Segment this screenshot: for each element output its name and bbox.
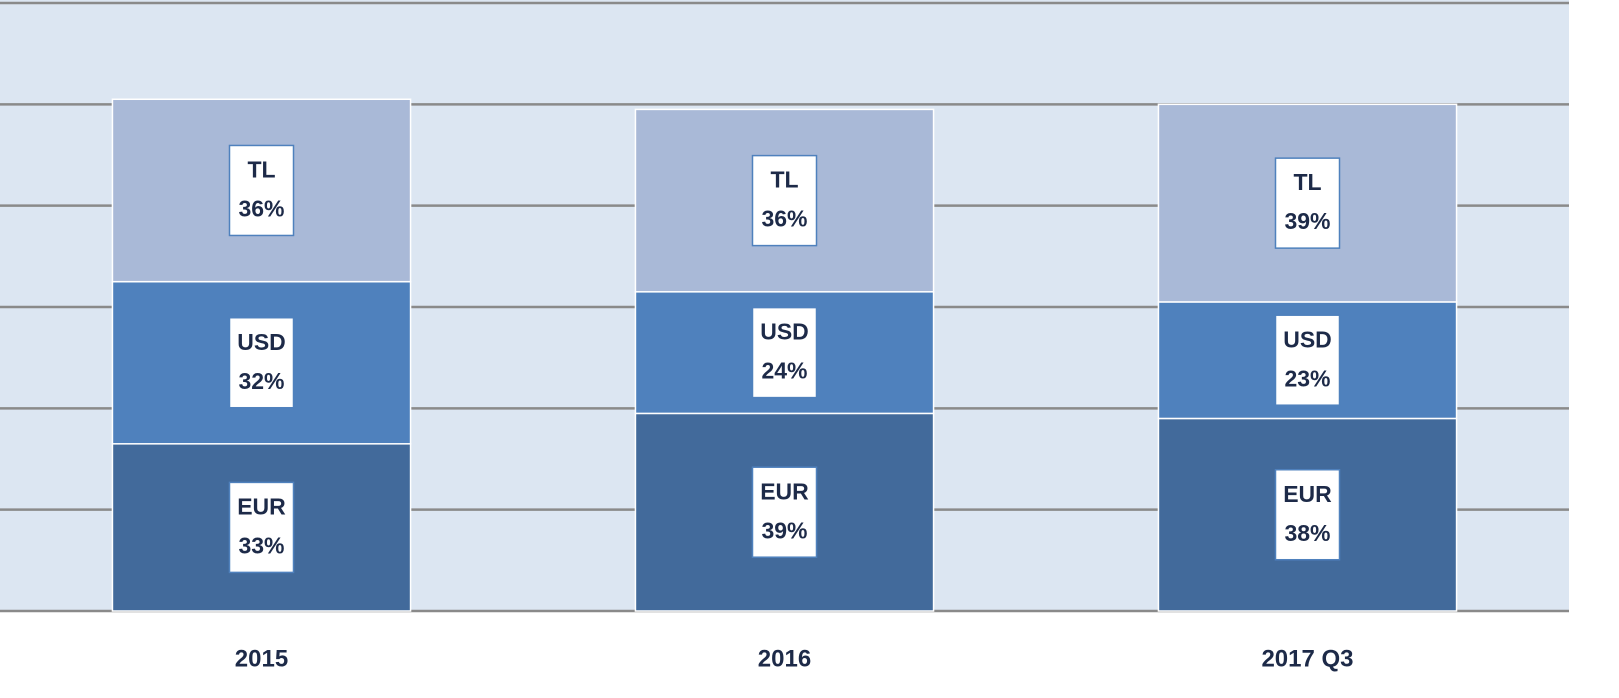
data-label-box: [228, 481, 295, 574]
data-label-box: [228, 144, 295, 237]
data-label-value: 23%: [1284, 365, 1330, 391]
data-label-value: 33%: [238, 532, 284, 558]
data-label-name: EUR: [237, 493, 286, 519]
data-label-value: 24%: [761, 358, 807, 384]
data-label-box: [751, 306, 818, 399]
data-label-name: USD: [237, 329, 286, 355]
data-label-box: [1274, 468, 1341, 561]
x-tick-label: 2016: [758, 645, 811, 672]
data-label-box: [1274, 314, 1341, 406]
data-label-name: USD: [1283, 326, 1332, 352]
data-label-name: TL: [1293, 169, 1321, 195]
data-label-value: 39%: [1284, 208, 1330, 234]
data-label-name: EUR: [760, 478, 809, 504]
data-label-box: [751, 154, 818, 247]
data-label-value: 38%: [1284, 520, 1330, 546]
data-label-value: 39%: [761, 517, 807, 543]
data-label-box: [228, 316, 295, 409]
data-label-value: 36%: [761, 206, 807, 232]
data-label-name: TL: [247, 157, 275, 183]
data-label-name: TL: [770, 167, 798, 193]
data-label-name: USD: [760, 319, 809, 345]
data-label-box: [1274, 157, 1341, 249]
data-label-name: EUR: [1283, 481, 1332, 507]
data-label-value: 36%: [238, 196, 284, 222]
x-tick-label: 2015: [235, 645, 288, 672]
data-label-value: 32%: [238, 368, 284, 394]
x-tick-label: 2017 Q3: [1261, 645, 1353, 672]
data-label-box: [751, 466, 818, 558]
